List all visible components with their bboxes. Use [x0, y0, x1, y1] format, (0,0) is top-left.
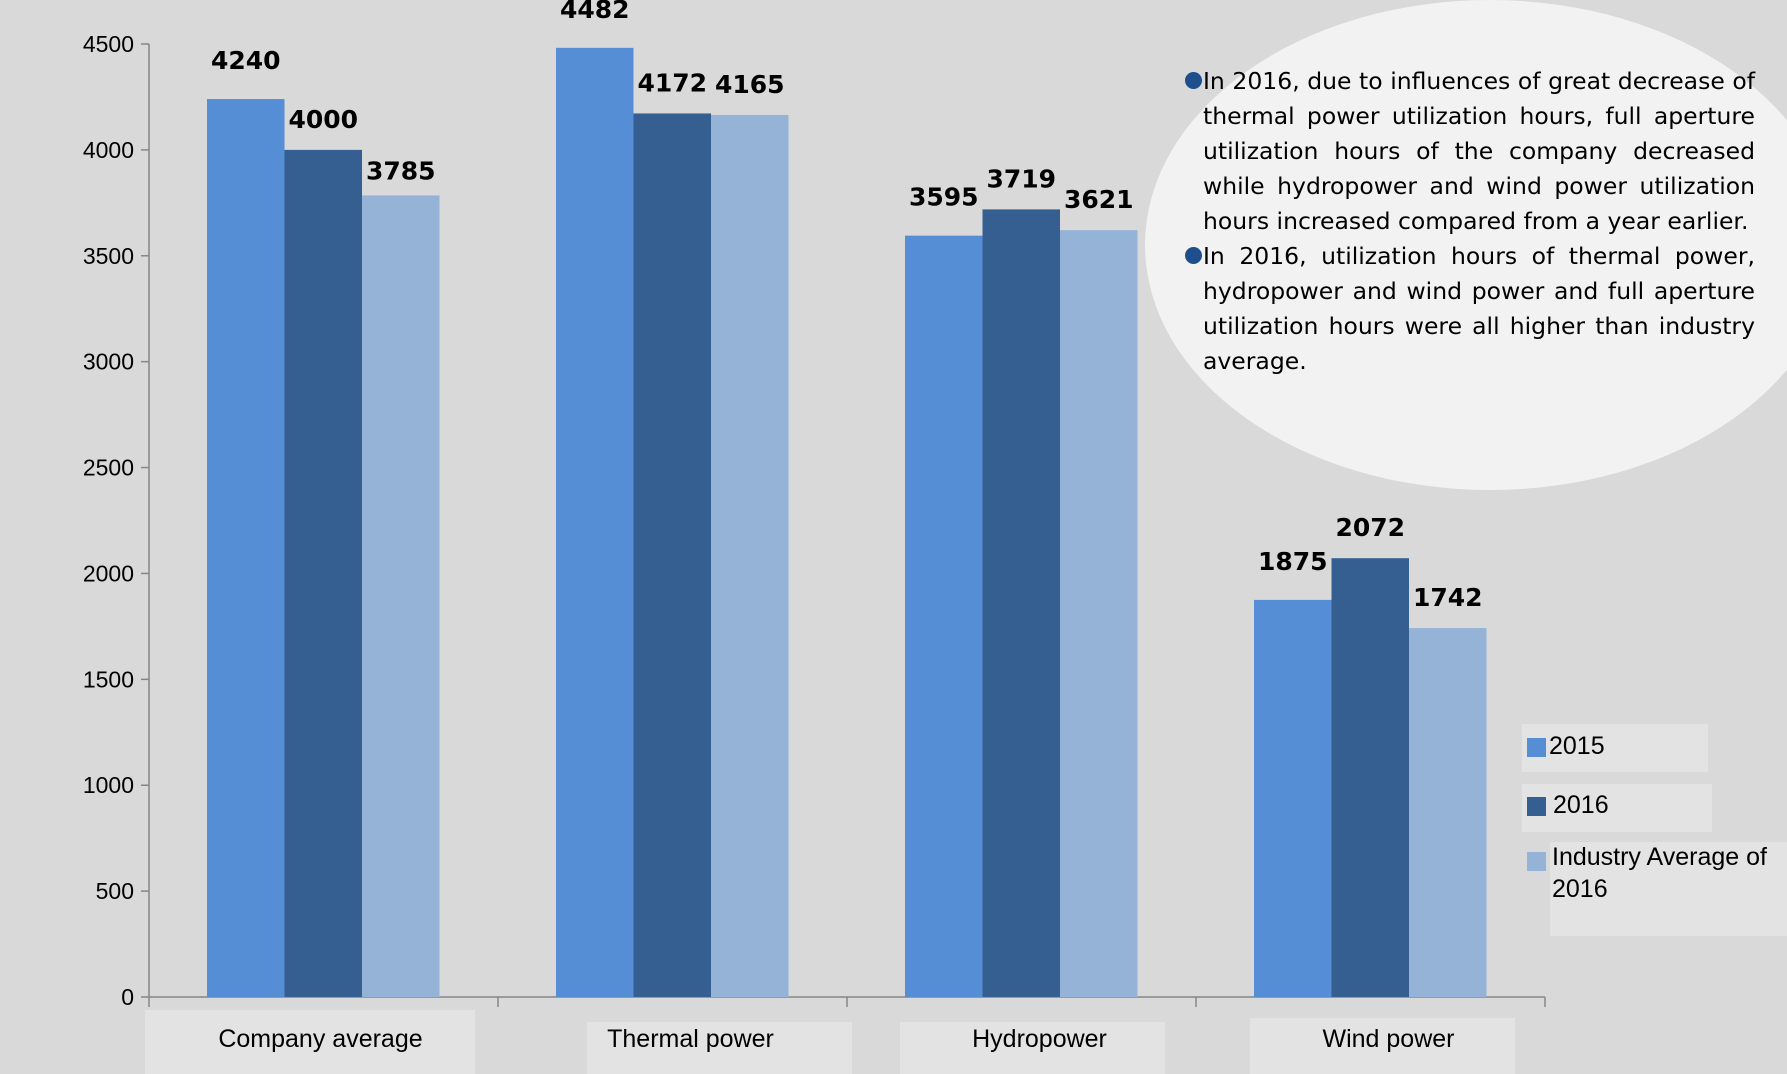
- x-category-label: Wind power: [1323, 1025, 1455, 1053]
- bar: [1254, 599, 1332, 997]
- note-text: In 2016, due to influences of great decr…: [1185, 64, 1755, 379]
- legend-swatch: [1527, 797, 1546, 816]
- legend-label: 2016: [1553, 791, 1609, 819]
- y-tick-label: 3500: [83, 243, 134, 269]
- data-label: 3621: [1064, 185, 1134, 214]
- legend-label: Industry Average of 2016: [1552, 843, 1767, 903]
- data-label: 1875: [1258, 547, 1328, 576]
- bar: [1409, 628, 1487, 997]
- y-tick-label: 0: [121, 984, 134, 1010]
- data-label: 3595: [909, 183, 979, 212]
- data-label: 4172: [637, 68, 707, 97]
- bar: [556, 47, 634, 997]
- legend: 2015 2016 Industry Average of 2016: [1527, 732, 1767, 903]
- bar: [284, 149, 362, 997]
- note-text-2: In 2016, utilization hours of thermal po…: [1203, 242, 1755, 375]
- bar: [982, 209, 1060, 997]
- data-label: 2072: [1335, 513, 1405, 542]
- legend-panel-2: [1522, 784, 1712, 832]
- note-text-1: In 2016, due to influences of great decr…: [1203, 67, 1755, 235]
- bar: [633, 113, 711, 997]
- y-tick-label: 1500: [83, 666, 134, 692]
- y-tick-label: 4500: [83, 31, 134, 57]
- data-label: 4000: [288, 105, 358, 134]
- legend-panel-3: [1550, 842, 1787, 936]
- y-tick-label: 2500: [83, 455, 134, 481]
- bars: [207, 47, 1487, 998]
- legend-swatch: [1527, 852, 1546, 871]
- legend-swatch: [1527, 738, 1546, 757]
- bar: [362, 195, 440, 997]
- y-tick-label: 2000: [83, 560, 134, 586]
- data-label: 4482: [560, 0, 630, 24]
- x-category-label: Hydropower: [972, 1025, 1107, 1053]
- bullet-dot-icon: [1185, 247, 1202, 264]
- data-label: 4165: [715, 70, 785, 99]
- bar: [711, 114, 789, 997]
- data-label: 4240: [211, 46, 281, 75]
- bullet-dot-icon: [1185, 72, 1202, 89]
- y-tick-label: 4000: [83, 137, 134, 163]
- x-category-label: Thermal power: [607, 1025, 774, 1053]
- bar: [1060, 230, 1138, 998]
- note-bullet-2: In 2016, utilization hours of thermal po…: [1185, 239, 1755, 379]
- note-bubble: [1145, 0, 1787, 490]
- legend-panel-1: [1522, 724, 1708, 772]
- category-panel-1: [145, 1010, 475, 1074]
- category-panel-3: [900, 1022, 1165, 1074]
- data-label: 3719: [986, 164, 1056, 193]
- label-panels: [145, 724, 1787, 1074]
- note-bullet-1: In 2016, due to influences of great decr…: [1185, 64, 1755, 239]
- data-label: 3785: [366, 156, 436, 185]
- x-category-label: Company average: [218, 1025, 422, 1053]
- legend-label: 2015: [1549, 732, 1605, 760]
- bar: [207, 99, 285, 997]
- category-panel-2: [587, 1022, 852, 1074]
- y-tick-label: 1000: [83, 772, 134, 798]
- bar: [1331, 558, 1409, 997]
- data-label: 1742: [1413, 583, 1483, 612]
- category-panel-4: [1250, 1018, 1515, 1074]
- y-tick-label: 3000: [83, 349, 134, 375]
- bar: [905, 235, 983, 998]
- y-tick-label: 500: [96, 878, 134, 904]
